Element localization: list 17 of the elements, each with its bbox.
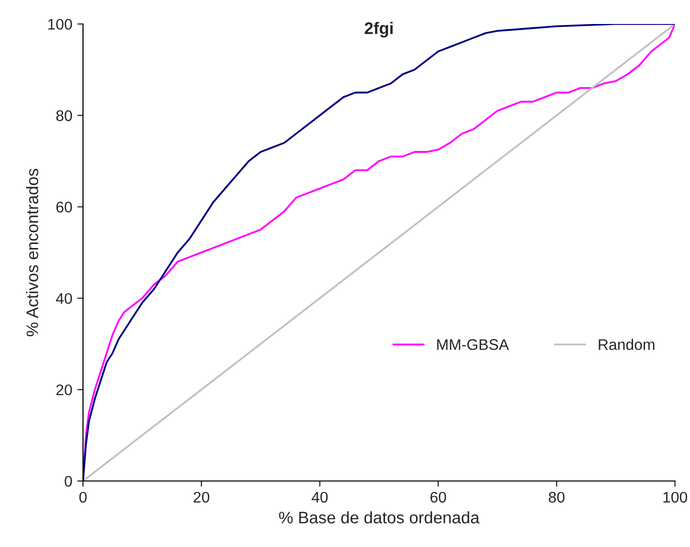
x-tick-label: 60 (430, 492, 446, 503)
y-tick-label: 100 (48, 18, 72, 30)
x-tick-label: 0 (79, 492, 87, 503)
y-tick-label: 80 (56, 110, 72, 122)
y-axis-title: % Activos encontrados (26, 168, 38, 336)
legend-label: Random (598, 338, 654, 350)
x-axis-title: % Base de datos ordenada (279, 511, 480, 524)
x-tick-label: 40 (312, 492, 328, 503)
y-tick-label: 0 (64, 476, 72, 487)
y-tick-label: 40 (56, 293, 72, 304)
y-tick-label: 60 (56, 202, 72, 212)
y-tick-label: 20 (56, 384, 72, 396)
x-tick-label: 20 (194, 492, 210, 503)
chart-title: 2fgi (364, 22, 393, 38)
legend-label: MM-GBSA (437, 339, 509, 350)
x-tick-label: 80 (548, 492, 564, 503)
x-tick-label: 100 (663, 492, 688, 503)
